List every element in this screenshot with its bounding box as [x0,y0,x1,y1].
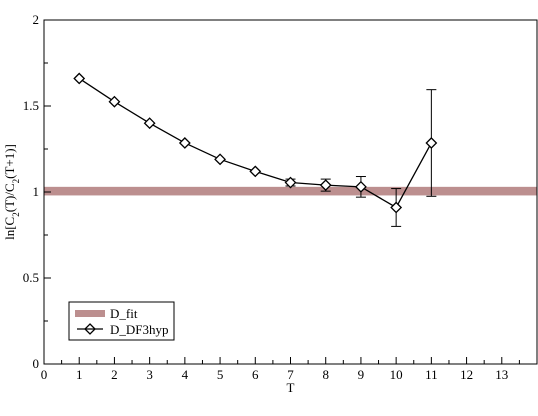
data-point [249,165,262,178]
fit-band-layer [44,186,537,196]
x-tick-label: 6 [252,367,259,382]
x-tick-label: 12 [460,367,473,382]
data-point [284,176,297,189]
y-tick-label: 1 [33,184,40,199]
x-tick-label: 4 [182,367,189,382]
y-tick-label: 0.5 [23,270,39,285]
data-point [178,137,191,149]
y-axis: 0 0.5 1 1.5 2 [23,12,51,371]
x-tick-label: 5 [217,367,224,382]
x-tick-label: 1 [76,367,83,382]
x-tick-label: 2 [111,367,118,382]
x-tick-label: 9 [358,367,365,382]
x-tick-label: 10 [390,367,403,382]
x-tick-label: 7 [287,367,294,382]
y-tick-label: 2 [33,12,40,27]
x-tick-label: 13 [495,367,508,382]
series-layer [73,72,438,227]
x-tick-label: 11 [425,367,438,382]
data-point [390,201,403,214]
data-point [425,137,438,149]
data-point [214,153,226,166]
x-tick-label: 3 [146,367,153,382]
x-tick-label: 8 [322,367,329,382]
legend-swatch-series-marker [84,323,96,335]
x-axis-title: T [287,380,295,395]
legend-label-series: D_DF3hyp [110,322,169,337]
x-axis: 0 1 2 3 4 5 6 7 8 9 10 11 12 13 [41,357,538,382]
y-tick-label: 1.5 [23,98,39,113]
data-point [143,117,156,130]
legend-box [68,301,175,341]
legend-swatch-fit-band [75,310,105,317]
data-point [73,72,86,85]
data-point [108,95,121,108]
data-point [355,180,367,193]
fit-band [44,186,537,196]
legend-label-fit-band: D_fit [110,306,138,321]
data-point [319,179,332,192]
legend: D_fit D_DF3hyp [68,301,175,341]
x-tick-label: 0 [41,367,48,382]
y-axis-title: ln[C2(T)/C2(T+1)] [2,144,21,240]
y-tick-label: 0 [33,356,40,371]
